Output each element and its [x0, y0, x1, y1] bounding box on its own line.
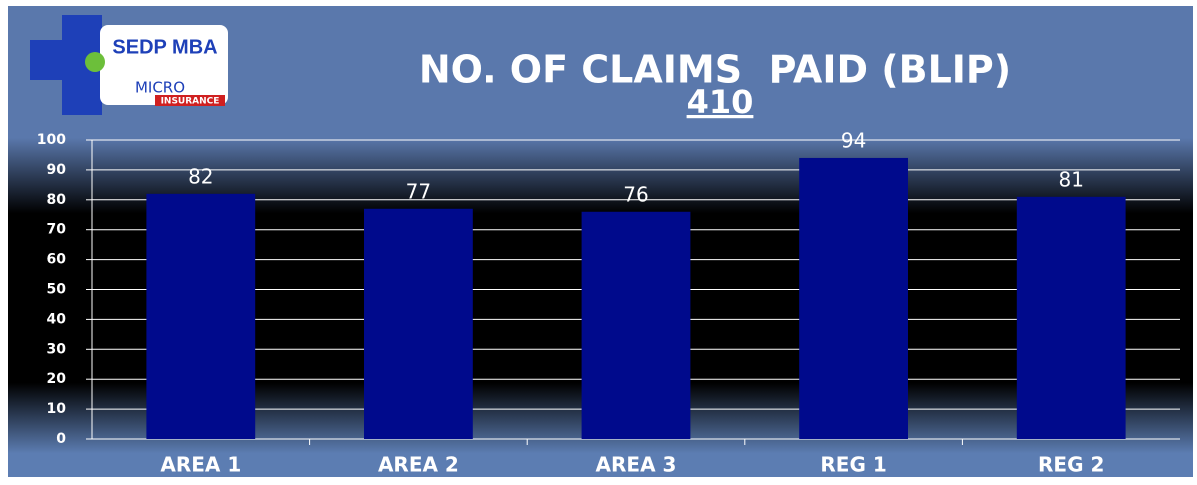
logo-text: MICRO: [135, 79, 185, 97]
logo: SEDP MBA MICRO INSURANCE: [30, 15, 228, 115]
y-tick-label: 50: [47, 282, 67, 298]
logo-band: [155, 95, 225, 106]
y-tick-label: 0: [56, 431, 66, 447]
bar: [364, 208, 473, 439]
x-tick-label: REG 1: [820, 453, 886, 477]
y-tick-label: 20: [47, 371, 67, 387]
logo-text: INSURANCE: [161, 97, 220, 107]
y-tick-label: 80: [47, 192, 67, 208]
x-tick-label: AREA 1: [160, 453, 241, 477]
data-label: 77: [406, 179, 431, 203]
y-tick-label: 90: [47, 162, 67, 178]
y-tick-label: 30: [47, 341, 67, 357]
logo-text: SEDP MBA: [112, 36, 217, 58]
y-tick-label: 40: [47, 311, 67, 327]
data-label: 81: [1058, 167, 1083, 191]
chart-title: NO. OF CLAIMS PAID (BLIP): [419, 48, 1011, 92]
y-tick-label: 10: [47, 401, 67, 417]
bar: [1016, 196, 1126, 439]
x-tick-label: AREA 3: [596, 453, 677, 477]
data-label: 94: [841, 128, 866, 152]
bar: [799, 157, 908, 439]
y-tick-label: 100: [37, 132, 66, 148]
logo-leaf: [85, 52, 105, 72]
x-tick-label: REG 2: [1038, 453, 1104, 477]
logo-panel: [100, 25, 228, 105]
y-tick-label: 70: [47, 222, 67, 238]
x-tick-label: AREA 2: [378, 453, 459, 477]
bar: [146, 193, 256, 439]
data-label: 76: [623, 182, 648, 206]
bar: [581, 211, 691, 439]
y-tick-label: 60: [47, 252, 67, 268]
chart-subtitle: 410: [687, 83, 754, 121]
data-label: 82: [188, 164, 213, 188]
